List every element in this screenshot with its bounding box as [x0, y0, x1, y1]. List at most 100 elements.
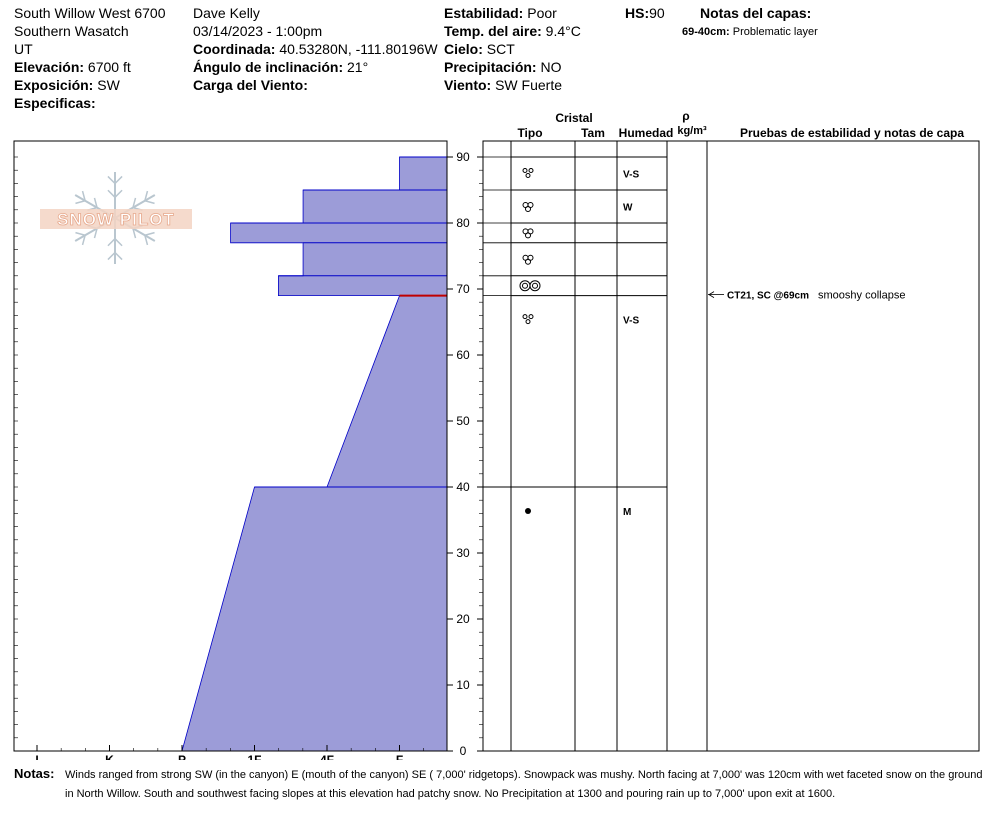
col-header-type: Tipo — [517, 126, 542, 140]
grain-circle — [525, 258, 531, 265]
specifics-label: Especificas: — [14, 95, 96, 111]
depth-tick-label: 0 — [460, 744, 467, 758]
grain-circle — [528, 168, 534, 173]
grain-circle — [528, 314, 534, 320]
col-header-crystal: Cristal — [555, 111, 592, 125]
layer-table-frame — [482, 140, 980, 752]
moisture-label: M — [623, 507, 631, 518]
aspect-value: SW — [97, 77, 120, 93]
snowflake-branch — [75, 200, 86, 205]
coord-value: 40.53280N, -111.80196W — [279, 41, 438, 57]
slope-value: 21° — [347, 59, 369, 75]
coord-label: Coordinada: — [193, 41, 276, 57]
snowflake-branch — [75, 231, 86, 236]
depth-tick-label: 80 — [456, 216, 470, 230]
grain-circle — [525, 232, 531, 239]
col-header-moisture: Humedad — [619, 126, 674, 140]
slope-angle: Ángulo de inclinación: 21° — [193, 58, 368, 76]
grain-ring — [529, 280, 541, 292]
wind-label: Viento: — [444, 77, 492, 93]
hardness-tick-label: I — [35, 753, 38, 760]
moisture-label: W — [623, 203, 633, 214]
moisture-label: V-S — [623, 316, 639, 327]
layer-note: 69-40cm: Problematic layer — [682, 23, 818, 41]
wind-value: SW Fuerte — [495, 77, 562, 93]
snowflake-branch — [144, 190, 149, 201]
stability-value: Poor — [527, 5, 557, 21]
stability-test-annotation: CT21, SC @69cm smooshy collapse — [708, 290, 905, 302]
logo-banner — [40, 209, 192, 229]
snowflake-branch — [107, 238, 116, 247]
state: UT — [14, 41, 33, 57]
depth-tick-label: 50 — [456, 414, 470, 428]
grain-symbol-melt-clusters — [522, 228, 534, 239]
slope-label: Ángulo de inclinación: — [193, 59, 344, 75]
air-temp-label: Temp. del aire: — [444, 23, 542, 39]
datetime: 03/14/2023 - 1:00pm — [193, 23, 323, 39]
snowflake-branch — [144, 235, 149, 246]
location-name: South Willow West 6700 — [14, 5, 166, 21]
elevation: Elevación: 6700 ft — [14, 58, 131, 76]
stability: Estabilidad: Poor — [444, 4, 557, 22]
precipitation: Precipitación: NO — [444, 58, 561, 76]
snowflake-branch — [114, 251, 123, 261]
depth-tick-label: 30 — [456, 546, 470, 560]
depth-axis: 0 10 20 30 40 50 60 70 80 90 — [14, 150, 483, 758]
layer-note-text: Problematic layer — [732, 26, 818, 38]
grain-circle — [525, 173, 531, 178]
grain-ring — [519, 280, 531, 292]
snowflake-branch — [93, 228, 98, 239]
col-header-tests: Pruebas de estabilidad y notas de capa — [740, 126, 964, 140]
snowflake-branch — [114, 238, 123, 247]
elevation-label: Elevación: — [14, 59, 85, 75]
hardness-axis: I K P 1F 4F F — [35, 745, 424, 760]
air-temp-value: 9.4°C — [545, 23, 581, 39]
snowflake-branch — [93, 197, 98, 208]
col-header-density-unit: kg/m³ — [677, 125, 707, 137]
notes-text: Winds ranged from strong SW (in the cany… — [65, 769, 983, 800]
depth-tick-label: 10 — [456, 678, 470, 692]
hardness-tick-label: F — [396, 753, 403, 760]
snowflake-branch — [81, 190, 86, 201]
grain-symbol-wet-grains — [525, 508, 531, 514]
grain-ring — [532, 282, 538, 289]
hardness-tick-label: P — [178, 753, 186, 760]
snowflake-branch — [132, 228, 137, 239]
depth-tick-label: 60 — [456, 348, 470, 362]
hardness-profile — [181, 156, 448, 752]
grain-symbol-melt-forms — [522, 314, 534, 325]
hardness-tick-label: 1F — [247, 753, 261, 760]
depth-tick-label: 20 — [456, 612, 470, 626]
moisture-label: V-S — [623, 170, 639, 181]
snow-height: HS:90 — [625, 4, 665, 22]
mountain-range: Southern Wasatch — [14, 23, 129, 39]
grain-circle — [525, 319, 531, 325]
snowflake-branch — [144, 200, 155, 205]
test-arrowhead — [708, 291, 715, 298]
snowflake-branch — [132, 197, 137, 208]
col-header-rho: ρ — [682, 109, 689, 123]
snowflake-branch — [114, 189, 123, 198]
grain-circle — [522, 314, 528, 320]
hardness-tick-label: K — [105, 753, 114, 760]
snowflake-branch — [81, 235, 86, 246]
snowflake-branch — [114, 175, 123, 185]
grain-dot — [525, 508, 531, 514]
logo-text: SNOW PILOT — [57, 210, 175, 229]
sky: Cielo: SCT — [444, 40, 515, 58]
snowpilot-logo: SNOW PILOT — [40, 172, 192, 264]
wind-load-label: Carga del Viento: — [193, 77, 308, 93]
aspect-label: Exposición: — [14, 77, 94, 93]
depth-tick-label: 90 — [456, 150, 470, 164]
layer-notes-label: Notas del capas: — [700, 5, 812, 21]
hs-value: 90 — [649, 5, 665, 21]
stability-label: Estabilidad: — [444, 5, 524, 21]
notes-label: Notas: — [14, 766, 55, 781]
profile-area — [181, 156, 448, 752]
depth-tick-label: 70 — [456, 282, 470, 296]
grain-circle — [525, 206, 531, 212]
test-comment: smooshy collapse — [818, 290, 905, 302]
snowflake-branch — [144, 231, 155, 236]
snowflake-branch — [107, 189, 116, 198]
wind-loading: Carga del Viento: — [193, 76, 308, 94]
